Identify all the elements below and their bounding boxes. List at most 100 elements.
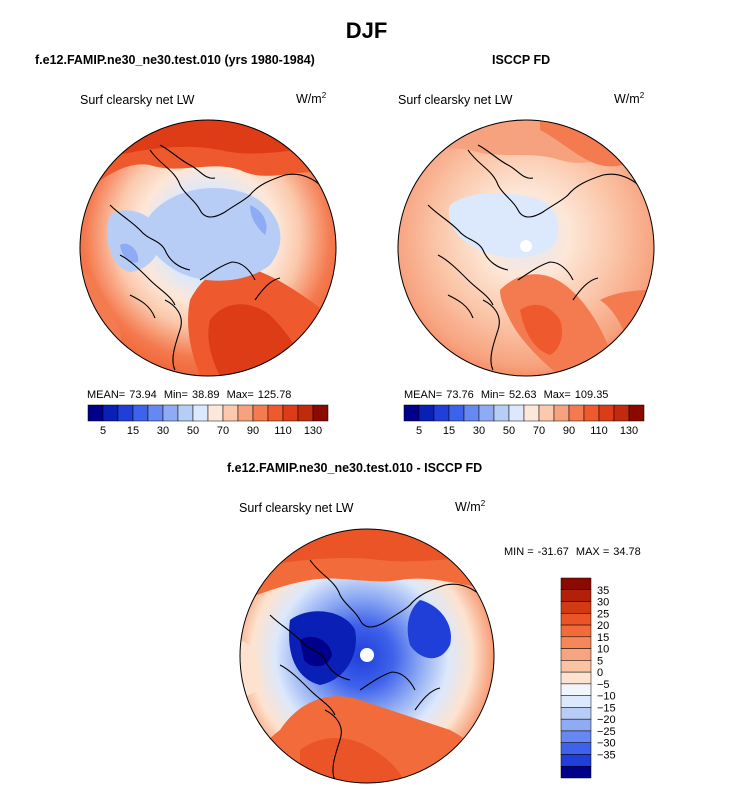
panel-obs-stats: MEAN= 73.76 Min= 52.63 Max= 109.35 (404, 389, 612, 401)
stat-max-label: MAX = (575, 546, 610, 558)
panel-diff-variable: Surf clearsky net LW (239, 501, 354, 515)
colorbar-swatch (538, 404, 555, 422)
colorbar-swatch (433, 404, 450, 422)
colorbar-swatch (560, 636, 592, 649)
colorbar-tick-label: 110 (590, 425, 608, 437)
map-obs (397, 119, 655, 377)
colorbar-model: 5 15 30 50 70 90 110 130 (87, 404, 329, 437)
stat-min-label: MIN = (504, 546, 534, 558)
colorbar-swatch (560, 589, 592, 602)
colorbar-swatch (568, 404, 585, 422)
colorbar-swatch (177, 404, 194, 422)
colorbar-swatch (560, 624, 592, 638)
stat-max: 34.78 (613, 546, 641, 558)
panel-model-units: W/m2 (296, 91, 327, 107)
panel-diff-case-title: f.e12.FAMIP.ne30_ne30.test.010 - ISCCP F… (227, 461, 483, 475)
colorbar-tick-label: 20 (597, 620, 609, 632)
colorbar-swatch (493, 404, 510, 422)
colorbar-swatch (560, 683, 592, 696)
colorbar-swatch (403, 404, 420, 422)
colorbar-swatch (192, 404, 209, 422)
colorbar-tick-label: 25 (597, 608, 609, 620)
colorbar-obs: 5 15 30 50 70 90 110 130 (403, 404, 645, 437)
colorbar-tick-label: −15 (597, 702, 616, 714)
colorbar-swatch (297, 404, 314, 422)
stat-max: 125.78 (257, 389, 292, 401)
colorbar-swatch (560, 577, 592, 591)
colorbar-tick-label: 10 (597, 644, 609, 656)
colorbar-tick-label: 130 (304, 425, 322, 437)
colorbar-swatch (560, 730, 592, 743)
colorbar-swatch (87, 404, 104, 422)
stat-min: -31.67 (537, 546, 569, 558)
colorbar-swatch (147, 404, 164, 422)
panel-model-case-title: f.e12.FAMIP.ne30_ne30.test.010 (yrs 1980… (35, 53, 315, 67)
colorbar-tick-label: −20 (597, 714, 616, 726)
colorbar-swatch (598, 404, 615, 422)
colorbar-tick-label: −10 (597, 691, 616, 703)
colorbar-tick-label: −35 (597, 749, 616, 761)
colorbar-tick-label: 130 (620, 425, 638, 437)
colorbar-tick-label: 5 (100, 425, 106, 437)
colorbar-swatch (478, 404, 495, 422)
map-diff (239, 528, 495, 784)
colorbar-swatch (463, 404, 480, 422)
colorbar-swatch (583, 404, 600, 422)
colorbar-swatch (560, 742, 592, 755)
colorbar-swatch (560, 765, 592, 779)
colorbar-tick-label: 0 (597, 667, 603, 679)
colorbar-swatch (560, 613, 592, 626)
colorbar-swatch (560, 695, 592, 708)
colorbar-tick-label: 35 (597, 585, 609, 597)
colorbar-swatch (132, 404, 149, 422)
panel-diff-stats: MIN = -31.67 MAX = 34.78 (504, 546, 645, 558)
stat-min: 38.89 (191, 389, 220, 401)
colorbar-swatch (560, 707, 592, 720)
colorbar-swatch (312, 404, 329, 422)
colorbar-tick-label: 15 (127, 425, 139, 437)
colorbar-swatch (560, 660, 592, 673)
stat-max-label: Max= (543, 389, 571, 401)
colorbar-swatch (523, 404, 540, 422)
colorbar-swatch (560, 671, 592, 685)
colorbar-tick-label: −5 (597, 679, 610, 691)
colorbar-tick-label: 30 (597, 597, 609, 609)
colorbar-tick-label: 50 (503, 425, 515, 437)
colorbar-tick-label: −30 (597, 738, 616, 750)
colorbar-swatch (418, 404, 435, 422)
colorbar-swatch (448, 404, 465, 422)
colorbar-swatch (553, 404, 570, 422)
colorbar-tick-label: 70 (533, 425, 545, 437)
colorbar-swatch (162, 404, 179, 422)
stat-mean-label: MEAN= (87, 389, 126, 401)
colorbar-swatch (252, 404, 269, 422)
stat-mean-label: MEAN= (404, 389, 443, 401)
stat-max: 109.35 (574, 389, 609, 401)
colorbar-swatch (282, 404, 299, 422)
colorbar-tick-label: 30 (473, 425, 485, 437)
figure-title: DJF (345, 18, 388, 43)
colorbar-tick-label: 90 (247, 425, 259, 437)
colorbar-swatch (102, 404, 119, 422)
colorbar-tick-label: 15 (443, 425, 455, 437)
colorbar-swatch (560, 648, 592, 661)
colorbar-tick-label: 30 (157, 425, 169, 437)
colorbar-tick-label: 15 (597, 632, 609, 644)
colorbar-tick-label: −25 (597, 726, 616, 738)
colorbar-tick-label: 70 (217, 425, 229, 437)
panel-obs-variable: Surf clearsky net LW (398, 93, 513, 107)
colorbar-tick-label: 110 (274, 425, 292, 437)
colorbar-swatch (267, 404, 284, 422)
colorbar-swatch (560, 718, 592, 732)
colorbar-tick-label: 50 (187, 425, 199, 437)
colorbar-swatch (237, 404, 254, 422)
colorbar-swatch (207, 404, 224, 422)
stat-mean: 73.94 (129, 389, 157, 401)
panel-model-stats: MEAN= 73.94 Min= 38.89 Max= 125.78 (87, 389, 295, 401)
stat-mean: 73.76 (446, 389, 474, 401)
map-model (79, 119, 337, 377)
colorbar-tick-label: 5 (416, 425, 422, 437)
panel-diff-units: W/m2 (455, 499, 486, 515)
